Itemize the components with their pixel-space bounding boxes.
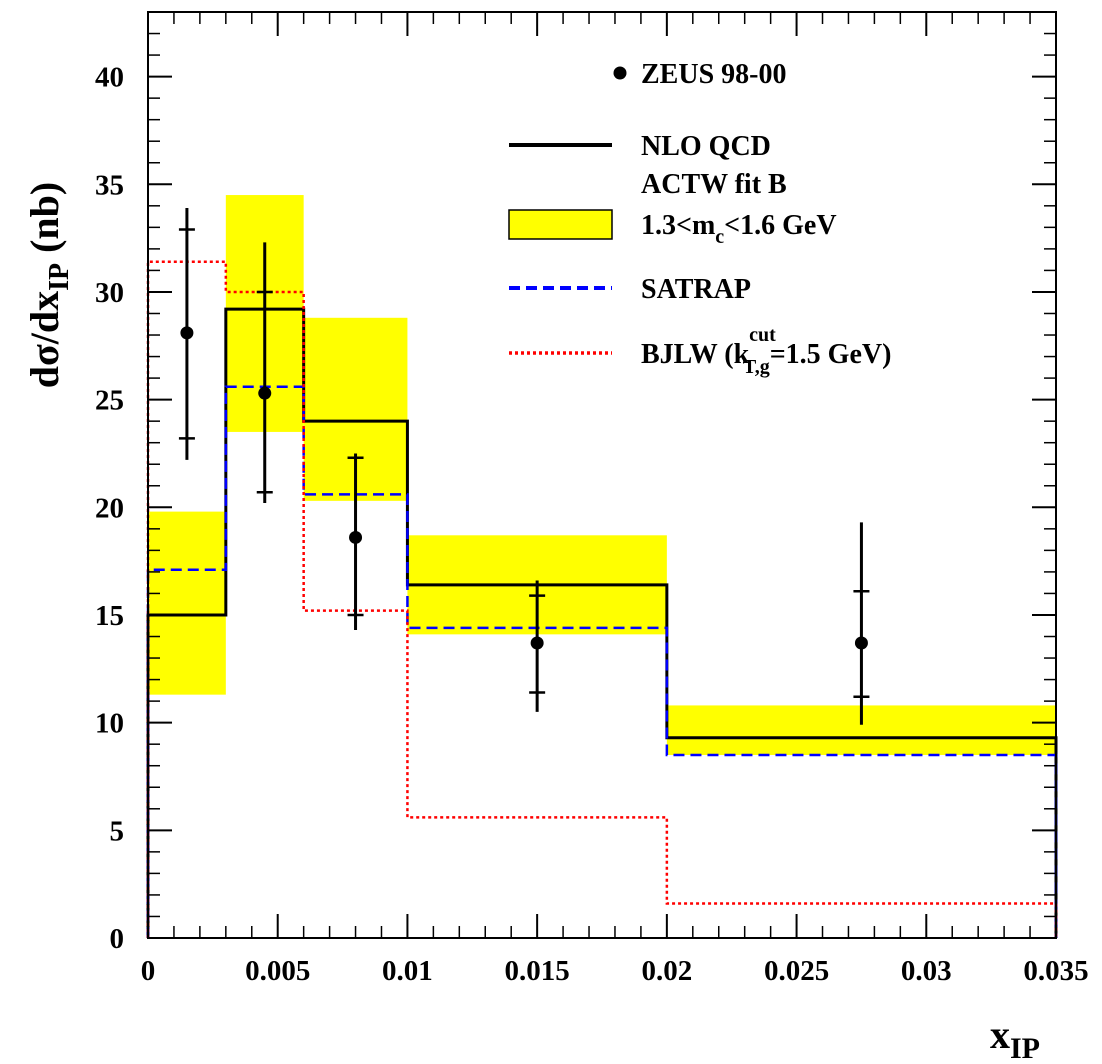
x-tick-label: 0.025 (764, 955, 829, 987)
y-tick-label: 15 (95, 600, 124, 632)
x-tick-label: 0.005 (245, 955, 310, 987)
data-point (258, 386, 272, 400)
x-tick-label: 0.035 (1023, 955, 1088, 987)
legend-data-marker (613, 66, 627, 80)
tick-labels: 0 0.005 0.01 0.015 0.02 0.025 0.03 0.035 0 5 10 15 2… (95, 62, 1089, 987)
x-axis-title: xIP (990, 1012, 1040, 1064)
y-tick-label: 0 (110, 923, 125, 955)
data-point (349, 530, 363, 544)
data-point (180, 326, 194, 340)
y-tick-label: 20 (95, 492, 124, 524)
data-point-group (853, 522, 870, 725)
data-points-layer (178, 207, 870, 725)
legend: ZEUS 98-00 NLO QCD ACTW fit B 1.3<mc<1.6… (508, 59, 891, 378)
y-tick-label: 5 (110, 815, 125, 847)
x-tick-label: 0.015 (505, 955, 570, 987)
band-bin (148, 511, 226, 695)
uncertainty-band-layer (148, 195, 1056, 755)
y-tick-label: 25 (95, 385, 124, 417)
data-point-group (256, 242, 273, 503)
y-tick-label: 35 (95, 169, 124, 201)
legend-band-label: 1.3<mc<1.6 GeV (641, 210, 837, 248)
legend-nlo-label-line2: ACTW fit B (641, 169, 787, 200)
y-tick-label: 30 (95, 277, 124, 309)
data-point-group (178, 207, 195, 460)
legend-satrap-label: SATRAP (641, 274, 751, 305)
y-tick-label: 40 (95, 62, 124, 94)
legend-data-label: ZEUS 98-00 (641, 59, 786, 90)
data-point-group (529, 580, 546, 712)
x-tick-label: 0 (141, 955, 156, 987)
data-point (854, 636, 868, 650)
y-tick-label: 10 (95, 708, 124, 740)
plot-frame (147, 11, 1057, 939)
axis-ticks (147, 12, 1057, 939)
y-axis-title: dσ/dxIP (nb) (22, 182, 75, 389)
data-point-group (347, 453, 364, 631)
x-tick-label: 0.02 (641, 955, 692, 987)
legend-bjlw-label: BJLW (kcut T,g=1.5 GeV) (641, 324, 891, 378)
histogram-nlo (146, 307, 1058, 938)
x-tick-label: 0.03 (901, 955, 952, 987)
histogram-satrap (146, 385, 1058, 938)
legend-nlo-label: NLO QCD (641, 131, 771, 162)
x-tick-label: 0.01 (382, 955, 433, 987)
legend-band-swatch (508, 209, 613, 240)
data-point (530, 636, 544, 650)
